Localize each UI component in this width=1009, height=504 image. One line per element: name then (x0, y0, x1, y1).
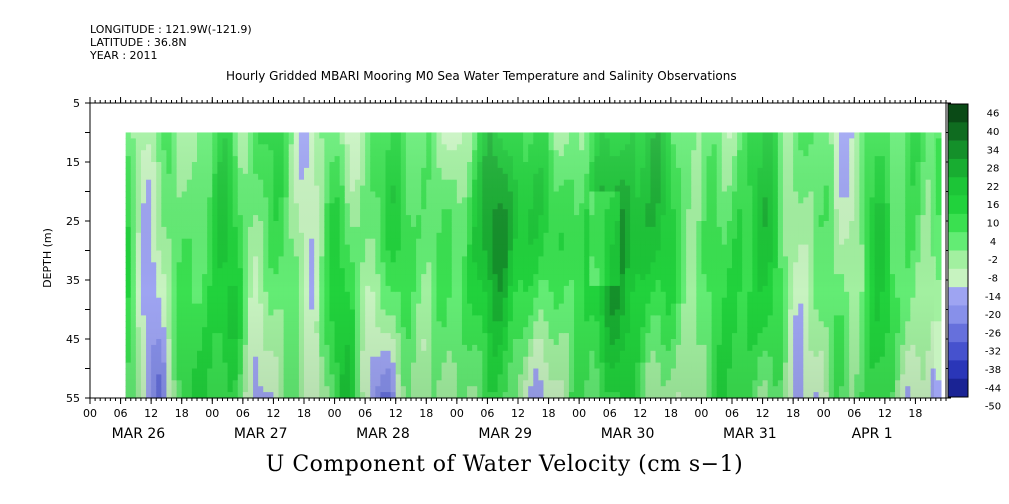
longitude-label: LONGITUDE : 121.9W(-121.9) (90, 23, 252, 36)
year-label: YEAR : 2011 (90, 49, 158, 62)
chart-title: Hourly Gridded MBARI Mooring M0 Sea Wate… (226, 69, 737, 83)
latitude-label: LATITUDE : 36.8N (90, 36, 187, 49)
